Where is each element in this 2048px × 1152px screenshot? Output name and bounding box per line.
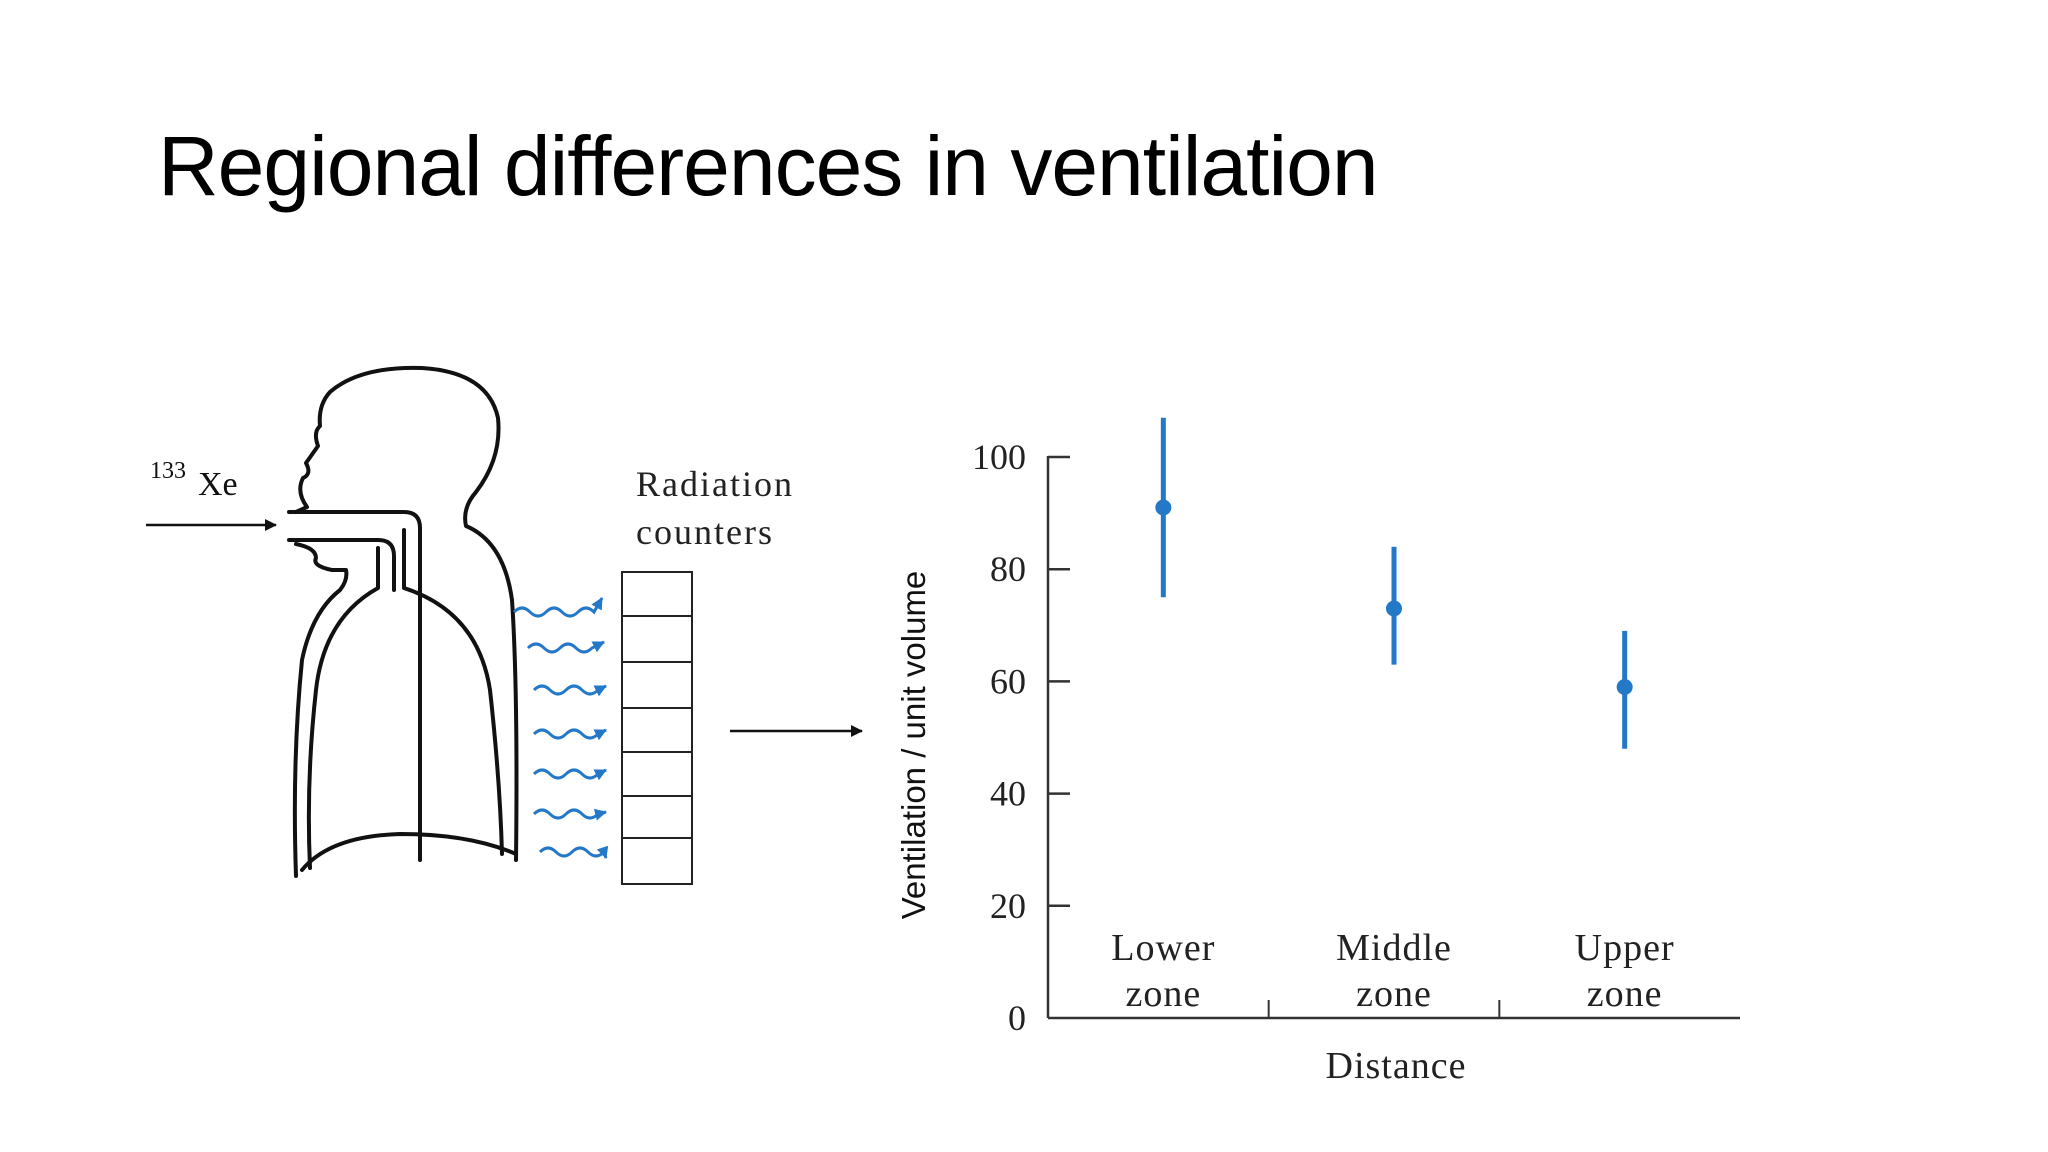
head-torso-silhouette-icon [287,365,519,878]
radiation-counter [621,571,693,617]
isotope-symbol: Xe [198,466,238,503]
radiation-wave-arrows [512,597,609,859]
isotope-label: 133 Xe [150,458,238,503]
radiation-wave-arrow-icon [532,684,607,697]
y-axis-title: Ventilation / unit volume [895,571,932,920]
category-label-line2: zone [1125,973,1201,1015]
detector-stack-icon [621,571,693,885]
data-point [1616,679,1633,696]
y-ticks: 0 20 40 60 80 100 [972,437,1070,1038]
isotope-mass-number: 133 [150,458,186,484]
x-dividers [1267,1000,1501,1018]
detector-label-line1: Radiation [636,464,794,504]
x-axis-title: Distance [1326,1045,1467,1087]
category-label-line2: zone [1587,973,1663,1015]
y-tick-label: 0 [1008,998,1026,1038]
y-tick-label: 40 [990,774,1026,814]
category-label-line1: Middle [1336,927,1452,969]
radiation-counter [621,707,693,753]
data-point [1386,600,1402,617]
detector-label-line2: counters [636,512,774,552]
category-label-line2: zone [1356,973,1432,1015]
radiation-counter [621,837,693,885]
radiation-wave-arrow-icon [538,845,609,859]
radiation-counter [621,751,693,797]
category-label-line1: Lower [1111,927,1215,969]
radiation-wave-arrow-icon [532,808,607,821]
radiation-counter [621,795,693,839]
radiation-wave-arrow-icon [526,640,605,654]
category-label-line1: Upper [1575,927,1675,969]
radiation-counter [621,661,693,709]
radiation-wave-arrow-icon [512,597,604,618]
radiation-wave-arrow-icon [532,768,607,781]
y-tick-label: 80 [990,549,1026,589]
data-point [1155,499,1172,516]
y-tick-label: 20 [990,886,1026,926]
slide-title: Regional differences in ventilation [158,119,1379,213]
y-tick-label: 100 [972,437,1026,477]
data-points [1155,417,1633,749]
radiation-counter [621,615,693,663]
y-tick-label: 60 [990,661,1026,701]
radiation-wave-arrow-icon [532,728,607,741]
